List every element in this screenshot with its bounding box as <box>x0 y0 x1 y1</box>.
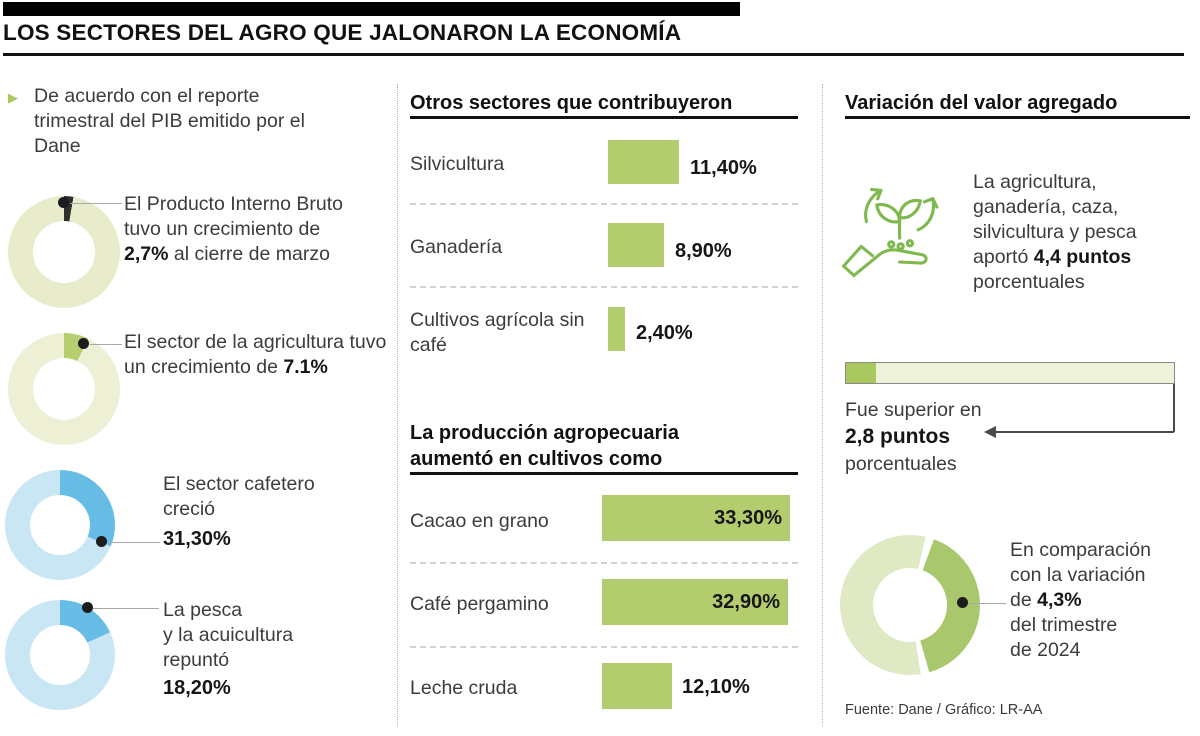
aporte-text-after: porcentuales <box>973 271 1085 293</box>
bar-label-leche: Leche cruda <box>410 677 518 699</box>
pesca-line3: repuntó <box>163 649 230 671</box>
bar-value-leche: 12,10% <box>682 676 750 698</box>
comparison-bar-chart <box>845 362 1175 384</box>
pesca-line2: y la acuicultura <box>163 624 294 646</box>
aporte-value: 4,4 puntos <box>1033 246 1132 268</box>
comparison-bar-segment <box>846 363 876 383</box>
connector-vline <box>1173 384 1175 432</box>
column-divider-left <box>397 84 398 726</box>
top-black-bar <box>3 2 740 16</box>
marker-dot-cafetero <box>96 536 107 547</box>
cafetero-line2: creció <box>163 498 216 520</box>
section1-rule <box>410 116 798 119</box>
page-title: LOS SECTORES DEL AGRO QUE JALONARON LA E… <box>3 20 682 45</box>
section1-title: Otros sectores que contribuyeron <box>410 92 733 114</box>
agricultura-value: 7.1% <box>283 356 328 378</box>
separator <box>410 562 798 564</box>
bar-cacao: 33,30% <box>602 495 790 541</box>
section2-title-line1: La producción agropecuaria <box>410 422 679 444</box>
donut-cafetero-chart <box>5 470 115 580</box>
bar-label-ganaderia: Ganadería <box>410 236 503 258</box>
bullet-triangle-icon: ▶ <box>8 90 18 105</box>
comparacion-line4: del trimestre <box>1010 614 1118 636</box>
separator <box>410 646 798 648</box>
bar-cultivos <box>608 307 625 351</box>
connector-hline <box>996 431 1174 433</box>
leader-line-agricultura <box>90 344 122 345</box>
section2-rule <box>410 472 798 475</box>
marker-dot-agricultura <box>78 338 89 349</box>
column-divider-right <box>822 84 823 726</box>
comparacion-line2: con la variación <box>1010 564 1146 586</box>
leader-line-cafetero <box>108 542 160 543</box>
superior-value: 2,8 puntos <box>845 425 951 448</box>
aporte-text-before: La agricultura, ganadería, caza, silvicu… <box>973 171 1137 268</box>
comparacion-line3: de 4,3% <box>1010 588 1082 613</box>
pib-value: 2,7% <box>124 243 169 265</box>
comparacion-line1: En comparación <box>1010 539 1151 561</box>
leader-line-comparacion <box>968 603 1006 604</box>
cafetero-line1: El sector cafetero <box>163 473 315 495</box>
pesca-line1: La pesca <box>163 599 243 621</box>
bar-label-silvicultura: Silvicultura <box>410 153 505 175</box>
aporte-text: La agricultura, ganadería, caza, silvicu… <box>973 170 1191 295</box>
bar-label-cultivos: Cultivos agrícola sin café <box>410 309 585 356</box>
separator <box>410 286 798 288</box>
pib-text-after: al cierre de marzo <box>168 243 330 265</box>
superior-line1: Fue superior en <box>845 399 982 421</box>
marker-dot-comparacion <box>957 597 968 608</box>
comparacion-line3-before: de <box>1010 589 1038 611</box>
bar-silvicultura <box>608 140 679 184</box>
comparacion-line5: de 2024 <box>1010 639 1081 661</box>
leader-line-pib <box>70 203 122 204</box>
cafetero-value: 31,30% <box>163 528 231 550</box>
bar-value-cultivos: 2,40% <box>636 322 693 344</box>
bar-ganaderia <box>608 223 664 267</box>
donut-comparacion-chart <box>840 535 980 675</box>
donut-pesca-chart <box>5 600 115 710</box>
marker-dot-pib <box>58 197 69 208</box>
bar-value-ganaderia: 8,90% <box>675 240 732 262</box>
separator <box>410 203 798 205</box>
section2-title-line2: aumentó en cultivos como <box>410 448 663 470</box>
bar-leche <box>602 663 672 709</box>
title-rule <box>3 53 1184 56</box>
leader-line-pesca <box>93 608 159 609</box>
comparacion-value: 4,3% <box>1037 589 1082 611</box>
sprout-hand-icon <box>835 178 960 290</box>
marker-dot-pesca <box>82 602 93 613</box>
agricultura-text-before: El sector de la agricultura tuvo un crec… <box>124 331 387 378</box>
donut-pib-chart <box>8 196 120 308</box>
bar-cafe-pergamino: 32,90% <box>602 579 788 625</box>
bar-label-cafe-pergamino: Café pergamino <box>410 593 549 615</box>
arrow-left-icon <box>984 426 996 438</box>
right-rule <box>845 116 1190 119</box>
pib-text: El Producto Interno Bruto tuvo un crecim… <box>124 192 352 267</box>
source-credit: Fuente: Dane / Gráfico: LR-AA <box>845 702 1043 718</box>
pesca-value: 18,20% <box>163 677 231 699</box>
right-title: Variación del valor agregado <box>845 92 1118 114</box>
superior-line3: porcentuales <box>845 453 957 475</box>
bar-value-cafe-pergamino: 32,90% <box>712 591 780 613</box>
bar-value-cacao: 33,30% <box>714 507 782 529</box>
donut-agricultura-chart <box>8 333 120 445</box>
intro-text: De acuerdo con el reporte trimestral del… <box>34 85 305 157</box>
bar-label-cacao: Cacao en grano <box>410 510 549 532</box>
bar-value-silvicultura: 11,40% <box>690 157 757 179</box>
agricultura-text: El sector de la agricultura tuvo un crec… <box>124 330 396 380</box>
pib-text-before: El Producto Interno Bruto tuvo un crecim… <box>124 193 343 240</box>
